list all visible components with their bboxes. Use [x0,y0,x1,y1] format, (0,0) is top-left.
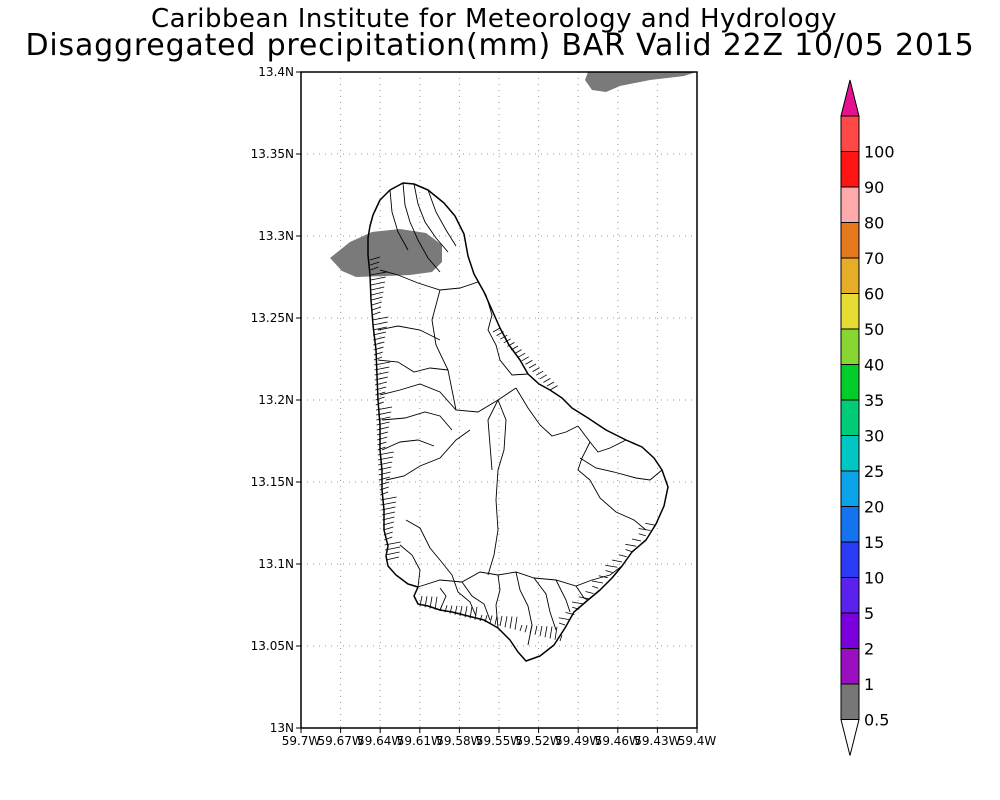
lat-tick-label: 13.15N [251,475,294,489]
colorbar-swatch [840,186,860,223]
colorbar-swatch [840,399,860,436]
barbados-coastline [367,182,669,662]
colorbar-label: 2 [864,640,874,659]
colorbar-swatch [840,115,860,152]
lon-tick-label: 59.67W [317,734,363,748]
latitude-axis: 13.4N 13.35N 13.3N 13.25N 13.2N 13.15N 13.1N 13… [251,65,301,735]
colorbar-swatch [840,328,860,365]
lon-tick-label: 59.46W [595,734,641,748]
lat-tick-label: 13.2N [258,393,294,407]
colorbar-label: 10 [864,569,884,588]
colorbar-swatch [840,293,860,330]
colorbar-label: 40 [864,356,884,375]
lat-tick-label: 13.1N [258,557,294,571]
lon-tick-label: 59.64W [357,734,403,748]
colorbar-label: 100 [864,143,895,162]
map-gridlines [301,72,697,728]
colorbar-label: 70 [864,249,884,268]
lat-tick-label: 13.3N [258,229,294,243]
lat-tick-label: 13.4N [258,65,294,79]
colorbar-swatch [840,151,860,188]
colorbar-label: 15 [864,533,884,552]
colorbar-swatch [840,257,860,294]
colorbar-label: 80 [864,214,884,233]
colorbar-swatch [840,222,860,259]
lon-tick-label: 59.52W [515,734,561,748]
lat-tick-label: 13.35N [251,147,294,161]
colorbar-label: 0.5 [864,711,889,730]
watershed-boundaries [377,182,663,646]
lon-tick-label: 59.7W [282,734,321,748]
longitude-axis: 59.7W59.67W59.64W59.61W59.58W59.55W59.52… [282,728,717,748]
institute-title: Caribbean Institute for Meteorology and … [151,4,837,34]
lon-tick-label: 59.61W [397,734,443,748]
colorbar-label: 35 [864,391,884,410]
colorbar-swatch [840,364,860,401]
colorbar-label: 1 [864,675,874,694]
coastal-gullies [369,256,656,642]
colorbar-over-arrow [840,79,860,117]
lat-tick-label: 13.25N [251,311,294,325]
colorbar-label: 5 [864,604,874,623]
colorbar-swatch [840,435,860,472]
precip-area-north-barbados [330,229,442,277]
lon-tick-label: 59.49W [555,734,601,748]
lon-tick-label: 59.55W [476,734,522,748]
colorbar-swatch [840,506,860,543]
colorbar-swatch [840,541,860,578]
colorbar-swatch [840,470,860,507]
lat-tick-label: 13.05N [251,639,294,653]
colorbar-label: 60 [864,285,884,304]
product-title: Disaggregated precipitation(mm) BAR Vali… [25,28,975,63]
colorbar-label: 25 [864,462,884,481]
colorbar-label: 30 [864,427,884,446]
lat-tick-label: 13N [270,721,294,735]
precip-area-northeast [585,72,696,92]
colorbar-swatch [840,612,860,649]
colorbar-swatch [840,683,860,720]
colorbar-under-arrow [840,719,860,756]
colorbar-swatch [840,648,860,685]
colorbar-swatch [840,577,860,614]
lon-tick-label: 59.4W [678,734,717,748]
lon-tick-label: 59.58W [436,734,482,748]
colorbar-label: 50 [864,320,884,339]
lon-tick-label: 59.43W [634,734,680,748]
colorbar-label: 90 [864,178,884,197]
colorbar-label: 20 [864,498,884,517]
